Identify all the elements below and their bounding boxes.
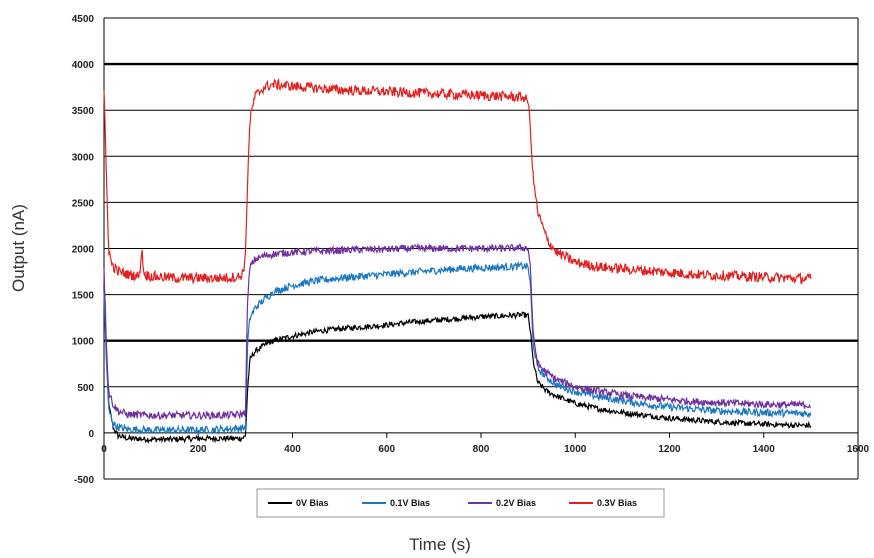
gridlines bbox=[104, 17, 858, 434]
y-tick-label: -500 bbox=[74, 475, 94, 486]
legend-label-2: 0.2V Bias bbox=[496, 498, 536, 508]
tick-labels: 0 200 400 600 800 1000 1200 1400 1600 -500 0 500 100… bbox=[72, 14, 870, 486]
y-tick-label: 4500 bbox=[72, 14, 95, 25]
legend: 0V Bias 0.1V Bias 0.2V Bias 0.3V Bias bbox=[256, 488, 665, 518]
x-tick-label: 1600 bbox=[847, 444, 870, 455]
series-line-2 bbox=[103, 242, 812, 421]
series-line-1 bbox=[103, 260, 812, 436]
y-tick-label: 0 bbox=[88, 429, 94, 440]
series-lines bbox=[103, 77, 812, 444]
legend-label-0: 0V Bias bbox=[296, 498, 329, 508]
x-tick-label: 1200 bbox=[658, 444, 681, 455]
x-tick-label: 400 bbox=[284, 444, 301, 455]
x-tick-label: 800 bbox=[473, 444, 490, 455]
y-tick-label: 4000 bbox=[72, 60, 95, 71]
y-tick-label: 500 bbox=[77, 383, 94, 394]
x-axis-title: Time (s) bbox=[409, 535, 471, 554]
x-tick-label: 1000 bbox=[564, 444, 587, 455]
y-tick-label: 2000 bbox=[72, 245, 95, 256]
legend-label-1: 0.1V Bias bbox=[390, 498, 430, 508]
y-tick-label: 3000 bbox=[72, 152, 95, 163]
legend-box bbox=[256, 488, 665, 518]
series-line-3 bbox=[103, 77, 812, 285]
y-tick-label: 2500 bbox=[72, 198, 95, 209]
y-axis-title: Output (nA) bbox=[9, 204, 28, 292]
series-line-0 bbox=[103, 284, 812, 444]
legend-label-3: 0.3V Bias bbox=[597, 498, 637, 508]
x-tick-label: 200 bbox=[190, 444, 207, 455]
x-tick-label: 600 bbox=[378, 444, 395, 455]
x-tick-label: 1400 bbox=[753, 444, 776, 455]
y-tick-label: 1500 bbox=[72, 291, 95, 302]
y-tick-label: 3500 bbox=[72, 106, 95, 117]
x-tick-label: 0 bbox=[101, 444, 107, 455]
y-tick-label: 1000 bbox=[72, 337, 95, 348]
